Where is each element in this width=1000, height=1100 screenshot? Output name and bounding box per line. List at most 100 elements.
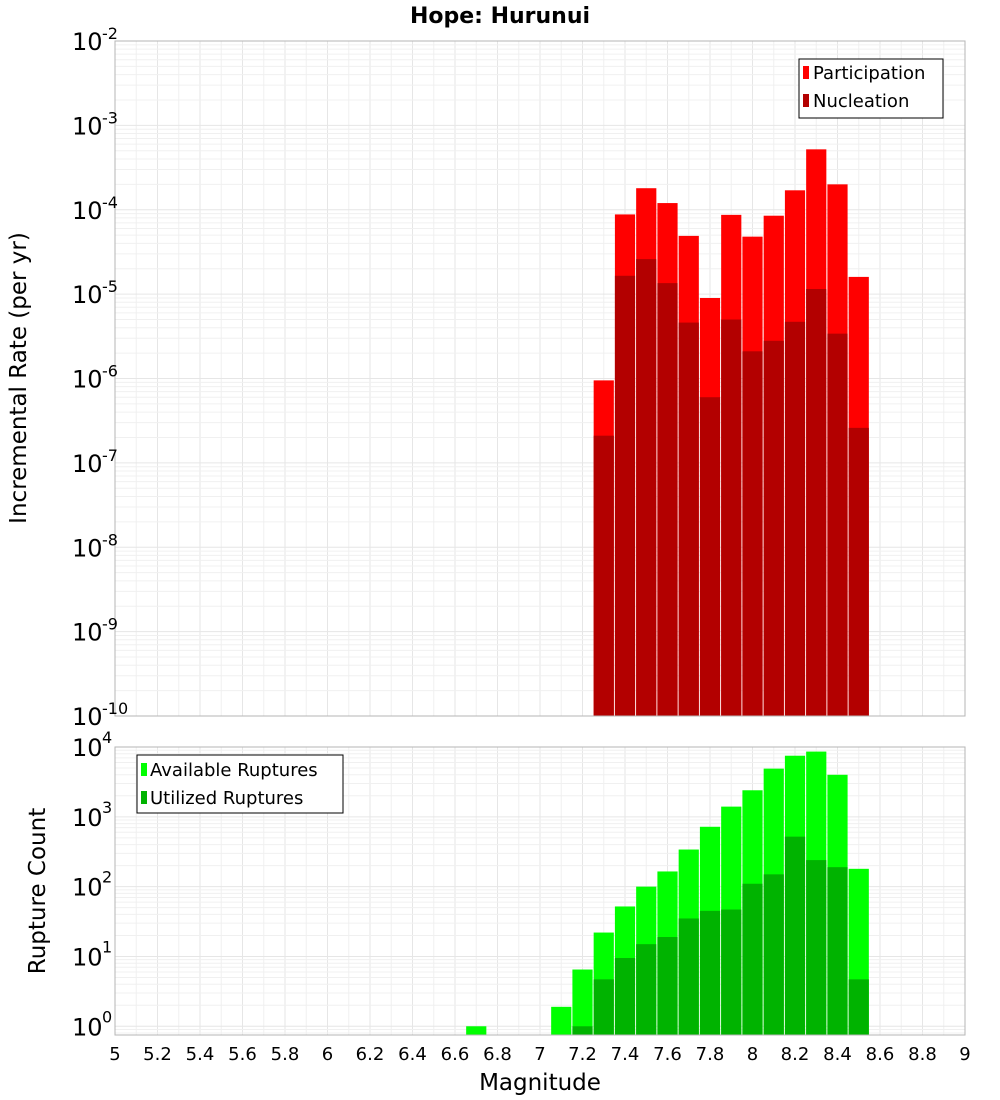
rate-legend: Participation Nucleation: [798, 58, 944, 119]
x-tick-label: 5.4: [186, 1044, 215, 1065]
x-tick-label: 8.8: [908, 1044, 937, 1065]
utilized-ruptures-bar: [742, 883, 763, 1035]
rate-plot-frame: [114, 40, 966, 717]
rate-y-tick-exponent: -4: [102, 193, 118, 212]
utilized-ruptures-bar: [763, 874, 784, 1035]
count-y-tick-label: 10: [72, 804, 103, 832]
count-y-tick-label: 10: [72, 734, 103, 762]
nucleation-bar: [848, 427, 869, 716]
utilized-ruptures-bar: [721, 909, 742, 1035]
rate-y-tick-label: 10: [72, 703, 103, 731]
x-tick-label: 8.2: [781, 1044, 810, 1065]
rate-y-tick-exponent: -3: [102, 108, 118, 127]
nucleation-bar: [827, 333, 848, 716]
count-legend-box: [136, 754, 344, 814]
count-y-tick-label: 10: [72, 874, 103, 902]
available-ruptures-bar: [466, 1026, 487, 1035]
participation-legend-label: Participation: [813, 63, 925, 84]
nucleation-bar: [699, 397, 721, 716]
rate-y-tick-exponent: -6: [102, 362, 118, 381]
rate-y-tick-exponent: -5: [102, 277, 118, 296]
nucleation-bar: [678, 322, 699, 716]
x-tick-label: 8: [747, 1044, 758, 1065]
nucleation-bar: [721, 319, 742, 716]
x-tick-label: 5.6: [228, 1044, 257, 1065]
rate-y-tick-exponent: -2: [102, 24, 118, 43]
utilized-ruptures-bar: [806, 860, 827, 1035]
utilized-ruptures-bar: [572, 1026, 593, 1035]
nucleation-bar: [763, 340, 784, 716]
count-y-tick-label: 10: [72, 1013, 103, 1041]
nucleation-legend-label: Nucleation: [813, 91, 909, 112]
rate-y-tick-label: 10: [72, 534, 103, 562]
utilized-legend-label: Utilized Ruptures: [150, 788, 303, 809]
x-tick-label: 7: [534, 1044, 545, 1065]
x-tick-label: 7.2: [568, 1044, 597, 1065]
x-tick-label: 6.8: [483, 1044, 512, 1065]
participation-legend-swatch: [803, 66, 809, 79]
count-plot-frame: [114, 746, 966, 1036]
rate-y-tick-exponent: -8: [102, 530, 118, 549]
nucleation-bar: [614, 275, 636, 716]
nucleation-bar: [657, 283, 678, 716]
rate-panel: 10-210-310-410-510-610-710-810-910-10 In…: [6, 24, 966, 731]
x-tick-label: 6: [322, 1044, 333, 1065]
x-tick-label: 8.6: [866, 1044, 895, 1065]
utilized-ruptures-bar: [614, 958, 636, 1035]
rate-y-tick-label: 10: [72, 197, 103, 225]
rate-y-tick-label: 10: [72, 450, 103, 478]
x-tick-label: 7.8: [696, 1044, 725, 1065]
utilized-ruptures-bar: [636, 944, 657, 1035]
utilized-ruptures-bar: [699, 910, 721, 1035]
utilized-legend-swatch: [141, 791, 147, 804]
utilized-ruptures-bar: [678, 918, 699, 1035]
x-axis-label: Magnitude: [479, 1070, 601, 1096]
x-tick-label: 6.4: [398, 1044, 427, 1065]
x-tick-label: 6.2: [356, 1044, 385, 1065]
utilized-ruptures-bar: [784, 836, 806, 1035]
x-tick-label: 6.6: [441, 1044, 470, 1065]
x-tick-label: 7.4: [611, 1044, 640, 1065]
rate-y-tick-label: 10: [72, 112, 103, 140]
available-legend-label: Available Ruptures: [150, 760, 318, 781]
rate-y-axis-label: Incremental Rate (per yr): [6, 232, 32, 524]
count-y-axis-label: Rupture Count: [25, 808, 51, 974]
x-tick-label: 5: [109, 1044, 120, 1065]
rate-y-tick-label: 10: [72, 619, 103, 647]
x-tick-label: 8.4: [823, 1044, 852, 1065]
nucleation-legend-swatch: [803, 94, 809, 107]
rate-y-tick-exponent: -9: [102, 615, 118, 634]
count-y-tick-exponent: 1: [102, 937, 112, 956]
x-tick-label: 5.8: [271, 1044, 300, 1065]
rate-y-tick-exponent: -7: [102, 446, 118, 465]
available-ruptures-bar: [551, 1006, 572, 1035]
available-legend-swatch: [141, 763, 147, 776]
count-y-tick-exponent: 2: [102, 868, 112, 887]
x-tick-label: 9: [959, 1044, 970, 1065]
x-tick-label: 5.2: [143, 1044, 172, 1065]
utilized-ruptures-bar: [657, 936, 678, 1035]
rate-y-tick-label: 10: [72, 366, 103, 394]
nucleation-bar: [742, 351, 763, 716]
count-y-tick-exponent: 4: [102, 728, 112, 747]
utilized-ruptures-bar: [827, 867, 848, 1035]
utilized-ruptures-bar: [593, 979, 614, 1035]
rate-y-tick-label: 10: [72, 28, 103, 56]
x-tick-label: 7.6: [653, 1044, 682, 1065]
count-y-tick-exponent: 0: [102, 1007, 112, 1026]
nucleation-bar: [593, 435, 614, 716]
nucleation-bar: [806, 289, 827, 716]
available-ruptures-bar: [572, 969, 593, 1035]
count-y-tick-exponent: 3: [102, 798, 112, 817]
chart-title: Hope: Hurunui: [410, 4, 590, 29]
rate-y-tick-exponent: -10: [102, 699, 128, 718]
rate-legend-box: [798, 58, 944, 119]
count-legend: Available Ruptures Utilized Ruptures: [136, 754, 344, 814]
nucleation-bar: [636, 259, 657, 716]
nucleation-bar: [784, 321, 806, 716]
count-y-tick-label: 10: [72, 943, 103, 971]
utilized-ruptures-bar: [848, 979, 869, 1035]
rate-y-tick-label: 10: [72, 281, 103, 309]
